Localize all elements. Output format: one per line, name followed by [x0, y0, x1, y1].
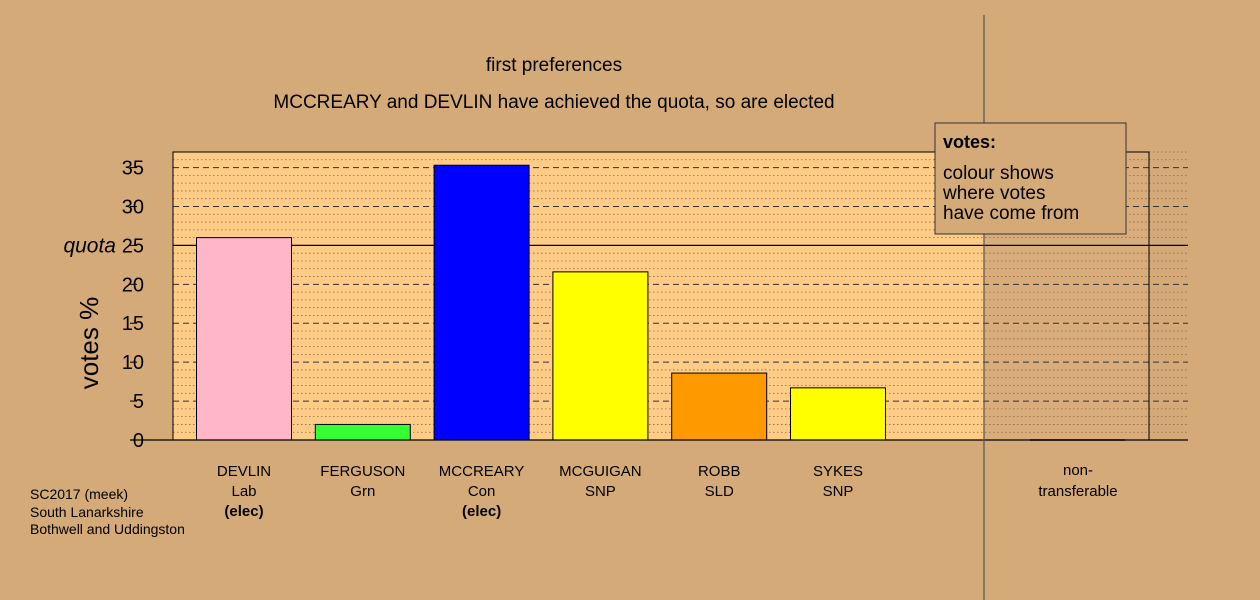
chart-title: first preferences — [486, 55, 622, 76]
x-label-party: Grn — [350, 483, 375, 500]
x-label-name: MCCREARY — [439, 463, 525, 480]
nontransferable-label-line2: transferable — [1038, 483, 1117, 500]
x-label-status: (elec) — [462, 503, 501, 520]
x-label-party: Con — [468, 483, 496, 500]
legend: votes: colour shows where votes have com… — [934, 122, 1127, 235]
bar-robb — [671, 372, 768, 441]
footer-line-1: SC2017 (meek) — [30, 486, 128, 502]
y-tick-label: 15 — [122, 313, 144, 335]
x-label-name: DEVLIN — [217, 463, 271, 480]
legend-box — [934, 122, 1127, 235]
legend-line-3: have come from — [943, 203, 1079, 224]
x-axis-labels: DEVLIN Lab (elec) FERGUSON Grn MCCREARY Con (el… — [217, 463, 863, 520]
x-label-name: SYKES — [813, 463, 863, 480]
chart-subtitle: MCCREARY and DEVLIN have achieved the qu… — [273, 92, 834, 113]
y-tick-label: 5 — [133, 391, 144, 413]
bar-ferguson — [314, 423, 411, 441]
y-tick-label: 20 — [122, 274, 144, 296]
x-label-party: SLD — [705, 483, 734, 500]
bar-mcguigan — [552, 271, 649, 441]
quota-label: quota — [63, 234, 116, 257]
bar-devlin — [196, 237, 292, 441]
footer-line-2: South Lanarkshire — [30, 504, 144, 520]
y-tick-label: 25 — [122, 235, 144, 257]
legend-line-1: colour shows — [943, 163, 1054, 184]
nontransferable-label-line1: non- — [1063, 462, 1093, 479]
footer: SC2017 (meek) South Lanarkshire Bothwell… — [30, 486, 185, 537]
y-tick-label: 30 — [122, 196, 144, 218]
legend-title: votes: — [943, 132, 996, 152]
legend-line-2: where votes — [942, 183, 1045, 204]
x-label-name: ROBB — [698, 463, 741, 480]
footer-line-3: Bothwell and Uddingston — [30, 521, 185, 537]
x-label-party: SNP — [585, 483, 616, 500]
y-tick-label: 0 — [133, 430, 144, 452]
bars — [196, 164, 1125, 441]
gridlines — [173, 151, 1188, 433]
y-tick-label: 10 — [122, 352, 144, 374]
x-label-party: SNP — [823, 483, 854, 500]
x-label-name: MCGUIGAN — [559, 463, 642, 480]
x-label-party: Lab — [231, 483, 256, 500]
bar-mccreary — [433, 164, 530, 441]
y-axis-label: votes % — [74, 297, 104, 390]
y-tick-label: 35 — [122, 158, 144, 180]
x-label-name: FERGUSON — [320, 463, 405, 480]
bar-sykes — [790, 387, 886, 441]
y-axis-ticks: 0 5 10 15 20 25 30 35 — [122, 158, 144, 452]
x-label-status: (elec) — [224, 503, 263, 520]
